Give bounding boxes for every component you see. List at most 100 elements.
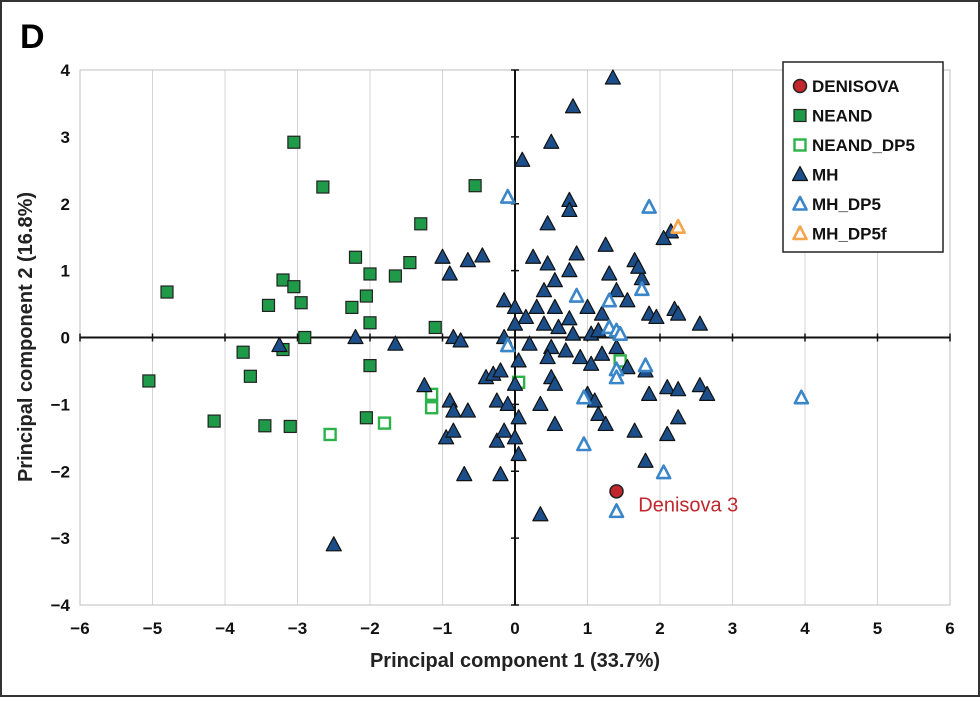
x-tick-label: −3: [288, 619, 307, 638]
point-neand-dp5: [613, 354, 627, 368]
point-mh: [557, 342, 574, 358]
point-neand: [142, 374, 156, 388]
point-neand: [258, 419, 272, 433]
legend-label-neand: NEAND: [812, 107, 872, 126]
point-mh: [521, 335, 538, 351]
point-mh-dp5: [608, 503, 625, 519]
point-mh: [593, 305, 611, 321]
x-tick-label: 6: [945, 619, 954, 638]
denisova-annotation: Denisova 3: [638, 495, 738, 517]
point-mh: [517, 308, 534, 325]
point-mh: [445, 422, 462, 438]
point-mh: [550, 318, 567, 335]
point-neand: [414, 217, 428, 231]
x-tick-label: 5: [873, 619, 882, 638]
point-neand: [345, 300, 359, 315]
point-mh: [474, 247, 491, 263]
point-mh: [434, 248, 451, 264]
point-neand: [468, 179, 482, 193]
point-neand: [348, 250, 363, 264]
legend-box: [782, 61, 944, 253]
point-mh: [539, 255, 556, 271]
x-tick-label: −4: [215, 619, 235, 638]
point-mh: [492, 465, 509, 482]
point-mh: [583, 355, 600, 371]
point-mh: [506, 298, 524, 315]
point-mh: [593, 345, 611, 361]
point-mh: [608, 282, 625, 298]
y-tick-label: 0: [61, 329, 70, 348]
x-tick-label: 4: [800, 619, 810, 638]
point-neand-dp5: [377, 416, 392, 430]
point-mh: [691, 315, 708, 331]
point-neand-dp5: [424, 401, 439, 415]
point-mh: [416, 377, 433, 393]
point-mh: [619, 292, 636, 308]
x-tick-label: −5: [143, 619, 162, 638]
point-neand: [283, 419, 297, 434]
point-mh: [441, 265, 458, 281]
data-points: [142, 69, 810, 552]
point-mh-dp5: [499, 188, 516, 204]
legend-marker-neand-dp5: [793, 138, 807, 152]
point-mh: [445, 402, 462, 418]
point-neand: [207, 414, 221, 428]
x-tick-label: −6: [70, 619, 89, 638]
point-mh: [452, 332, 469, 348]
legend: DENISOVA NEAND NEAND_DP5 MH MH_DP5 MH_DP5f: [782, 61, 944, 253]
point-mh: [532, 395, 549, 411]
point-mh: [691, 377, 708, 393]
point-mh: [499, 395, 516, 411]
point-mh: [648, 308, 665, 325]
point-mh-dp5: [634, 281, 650, 297]
point-mh: [590, 405, 607, 422]
point-mh: [626, 422, 643, 438]
point-mh: [271, 336, 288, 353]
point-mh: [608, 338, 625, 355]
point-mh-dp5: [601, 292, 618, 308]
point-neand: [276, 273, 290, 287]
point-neand-dp5: [424, 387, 439, 402]
point-mh: [637, 452, 654, 468]
point-mh: [539, 215, 556, 231]
point-mh: [546, 298, 563, 315]
point-mh: [525, 248, 542, 264]
point-mh: [510, 445, 527, 462]
point-mh: [492, 362, 509, 378]
point-neand: [363, 316, 377, 330]
point-neand: [363, 267, 377, 281]
x-tick-label: 1: [583, 619, 592, 638]
point-mh: [347, 328, 364, 345]
legend-marker-denisova: [792, 78, 808, 94]
point-mh: [543, 133, 560, 149]
point-neand: [363, 358, 377, 373]
y-tick-label: 4: [61, 61, 71, 80]
point-mh-dp5: [499, 337, 516, 353]
point-mh: [659, 379, 676, 395]
y-tick-label: −4: [51, 596, 71, 615]
point-mh-dp5: [641, 198, 657, 214]
x-tick-label: 2: [655, 619, 664, 638]
x-tick-label: −1: [433, 619, 452, 638]
point-neand: [236, 345, 250, 359]
point-mh: [506, 429, 524, 445]
legend-marker-mh-dp5f: [792, 225, 808, 241]
legend-label-mh-dp5: MH_DP5: [812, 195, 881, 214]
legend-marker-mh-dp5: [792, 195, 808, 211]
point-mh: [659, 425, 676, 442]
point-mh: [670, 381, 687, 397]
point-neand: [388, 269, 402, 283]
point-mh-dp5: [612, 325, 628, 341]
point-mh: [564, 98, 582, 114]
point-mh: [561, 310, 578, 326]
point-mh: [528, 298, 545, 315]
x-axis-title: Principal component 1 (33.7%): [370, 650, 660, 672]
point-mh: [564, 325, 582, 341]
x-tick-label: 3: [728, 619, 737, 638]
point-mh: [561, 201, 578, 218]
point-mh: [641, 385, 658, 401]
point-mh: [699, 385, 716, 401]
y-tick-label: −3: [51, 529, 70, 548]
point-neand: [261, 298, 276, 312]
